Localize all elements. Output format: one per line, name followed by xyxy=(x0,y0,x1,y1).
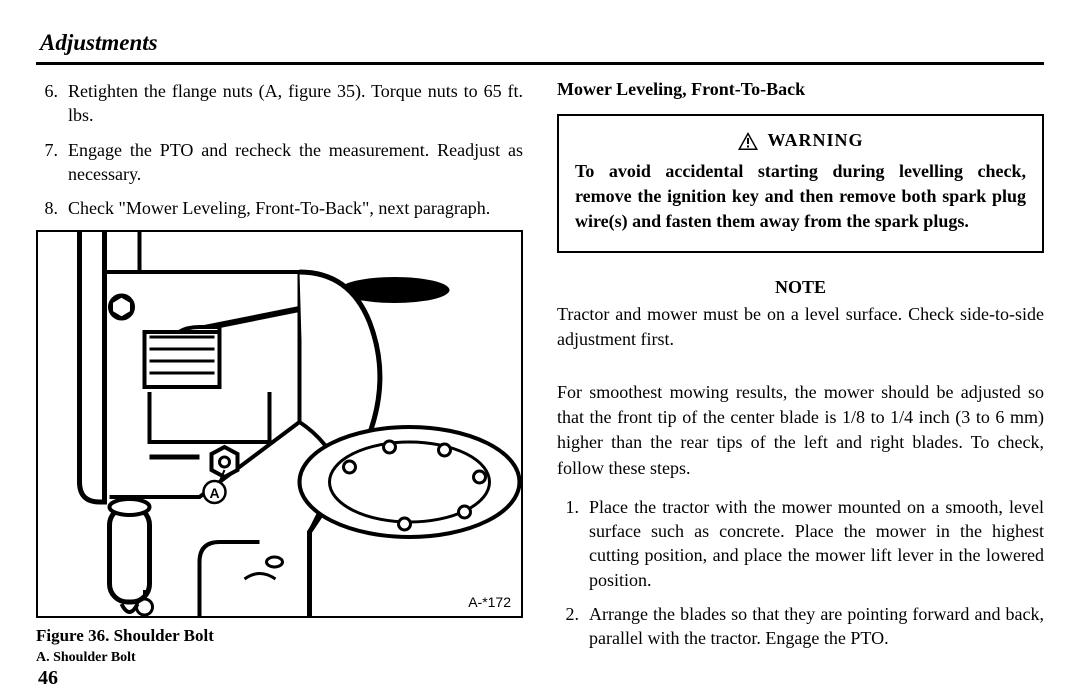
section-rule xyxy=(36,62,1044,65)
list-item-text: Check "Mower Leveling, Front-To-Back", n… xyxy=(68,196,523,220)
figure-36-illustration: A xyxy=(38,232,521,616)
page-number: 46 xyxy=(38,667,58,690)
section-title: Adjustments xyxy=(40,30,1044,56)
list-item: 1. Place the tractor with the mower moun… xyxy=(557,495,1044,592)
figure-caption: Figure 36. Shoulder Bolt xyxy=(36,626,523,646)
list-item-number: 7. xyxy=(36,138,58,187)
page: Adjustments 6. Retighten the flange nuts… xyxy=(0,0,1080,698)
warning-header: WARNING xyxy=(575,130,1026,151)
note-label: NOTE xyxy=(557,277,1044,298)
right-column: Mower Leveling, Front-To-Back WARNING To… xyxy=(557,79,1044,666)
list-item-text: Engage the PTO and recheck the measureme… xyxy=(68,138,523,187)
warning-label: WARNING xyxy=(767,130,863,151)
warning-box: WARNING To avoid accidental starting dur… xyxy=(557,114,1044,253)
body-paragraph: For smoothest mowing results, the mower … xyxy=(557,380,1044,481)
left-ordered-list: 6. Retighten the flange nuts (A, figure … xyxy=(36,79,523,220)
list-item-number: 8. xyxy=(36,196,58,220)
list-item-text: Retighten the flange nuts (A, figure 35)… xyxy=(68,79,523,128)
right-subhead: Mower Leveling, Front-To-Back xyxy=(557,79,1044,100)
list-item-number: 1. xyxy=(557,495,579,592)
left-column: 6. Retighten the flange nuts (A, figure … xyxy=(36,79,523,666)
list-item-text: Arrange the blades so that they are poin… xyxy=(589,602,1044,651)
list-item: 7. Engage the PTO and recheck the measur… xyxy=(36,138,523,187)
list-item-number: 2. xyxy=(557,602,579,651)
list-item: 6. Retighten the flange nuts (A, figure … xyxy=(36,79,523,128)
warning-triangle-icon xyxy=(737,131,759,151)
list-item-text: Place the tractor with the mower mounted… xyxy=(589,495,1044,592)
list-item: 2. Arrange the blades so that they are p… xyxy=(557,602,1044,651)
note-text: Tractor and mower must be on a level sur… xyxy=(557,302,1044,352)
figure-key: A. Shoulder Bolt xyxy=(36,650,523,666)
warning-text: To avoid accidental starting during leve… xyxy=(575,159,1026,235)
right-ordered-list: 1. Place the tractor with the mower moun… xyxy=(557,495,1044,651)
callout-a-letter: A xyxy=(209,485,219,501)
figure-code: A-*172 xyxy=(468,594,511,610)
two-column-layout: 6. Retighten the flange nuts (A, figure … xyxy=(36,79,1044,666)
list-item: 8. Check "Mower Leveling, Front-To-Back"… xyxy=(36,196,523,220)
list-item-number: 6. xyxy=(36,79,58,128)
figure-36-frame: A A-*172 xyxy=(36,230,523,618)
